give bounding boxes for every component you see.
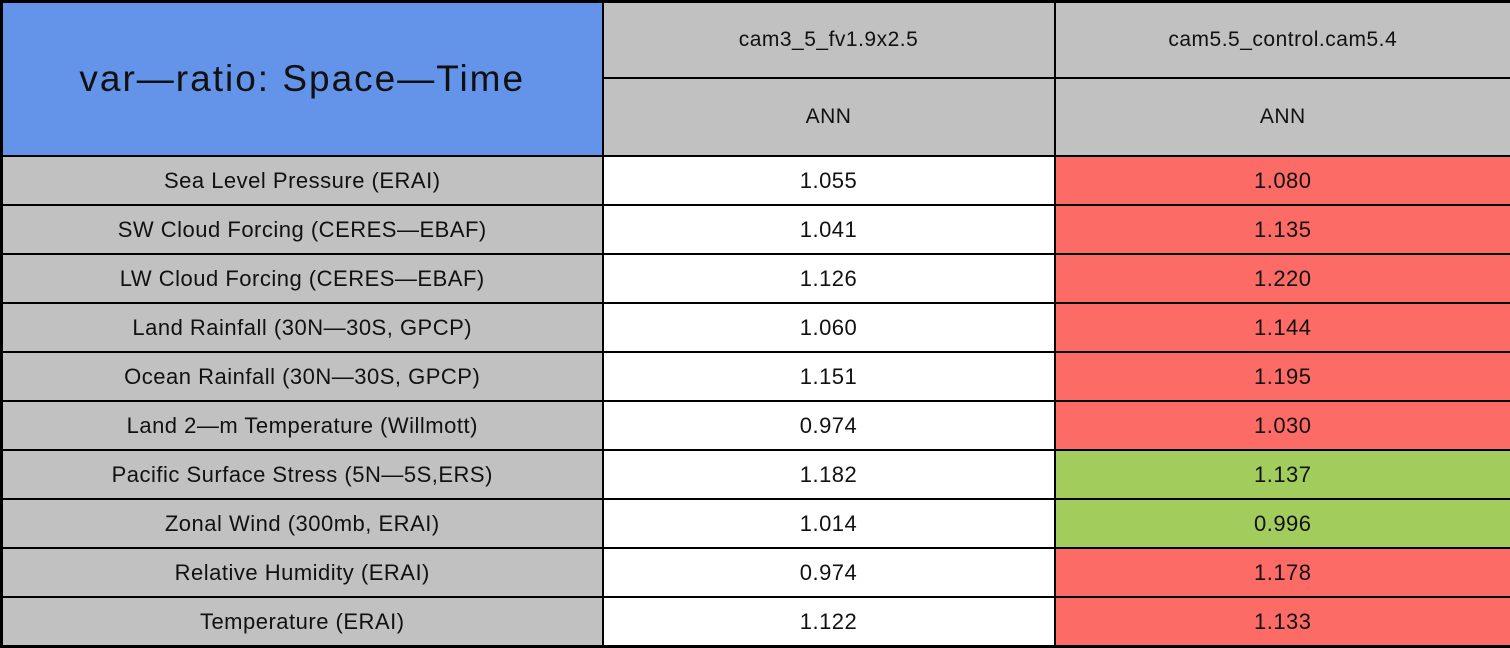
- value-cell: 0.996: [1055, 499, 1510, 548]
- sub-header-season-1: ANN: [603, 78, 1055, 156]
- table-row: SW Cloud Forcing (CERES—EBAF) 1.041 1.13…: [2, 205, 1510, 254]
- value-cell: 1.041: [603, 205, 1055, 254]
- value-cell: 1.122: [603, 597, 1055, 647]
- value-cell: 1.195: [1055, 352, 1510, 401]
- value-cell: 1.137: [1055, 450, 1510, 499]
- row-label: Sea Level Pressure (ERAI): [2, 156, 603, 205]
- row-label: LW Cloud Forcing (CERES—EBAF): [2, 254, 603, 303]
- table-row: Zonal Wind (300mb, ERAI) 1.014 0.996: [2, 499, 1510, 548]
- sub-header-season-2: ANN: [1055, 78, 1510, 156]
- table-body: Sea Level Pressure (ERAI) 1.055 1.080 SW…: [2, 156, 1510, 647]
- table-header: var—ratio: Space—Time cam3_5_fv1.9x2.5 c…: [2, 2, 1510, 157]
- value-cell: 1.055: [603, 156, 1055, 205]
- value-cell: 1.151: [603, 352, 1055, 401]
- value-cell: 1.080: [1055, 156, 1510, 205]
- value-cell: 1.182: [603, 450, 1055, 499]
- value-cell: 1.133: [1055, 597, 1510, 647]
- value-cell: 1.126: [603, 254, 1055, 303]
- row-label: Land Rainfall (30N—30S, GPCP): [2, 303, 603, 352]
- table-row: LW Cloud Forcing (CERES—EBAF) 1.126 1.22…: [2, 254, 1510, 303]
- table-row: Relative Humidity (ERAI) 0.974 1.178: [2, 548, 1510, 597]
- value-cell: 0.974: [603, 401, 1055, 450]
- table-row: Pacific Surface Stress (5N—5S,ERS) 1.182…: [2, 450, 1510, 499]
- row-label: Relative Humidity (ERAI): [2, 548, 603, 597]
- row-label: Ocean Rainfall (30N—30S, GPCP): [2, 352, 603, 401]
- table-row: Ocean Rainfall (30N—30S, GPCP) 1.151 1.1…: [2, 352, 1510, 401]
- value-cell: 1.135: [1055, 205, 1510, 254]
- row-label: Land 2—m Temperature (Willmott): [2, 401, 603, 450]
- value-cell: 1.144: [1055, 303, 1510, 352]
- header-row-models: var—ratio: Space—Time cam3_5_fv1.9x2.5 c…: [2, 2, 1510, 79]
- row-label: Temperature (ERAI): [2, 597, 603, 647]
- value-cell: 1.014: [603, 499, 1055, 548]
- row-label: Zonal Wind (300mb, ERAI): [2, 499, 603, 548]
- table-title: var—ratio: Space—Time: [2, 2, 603, 157]
- table-row: Land Rainfall (30N—30S, GPCP) 1.060 1.14…: [2, 303, 1510, 352]
- value-cell: 0.974: [603, 548, 1055, 597]
- table-row: Temperature (ERAI) 1.122 1.133: [2, 597, 1510, 647]
- value-cell: 1.030: [1055, 401, 1510, 450]
- value-cell: 1.220: [1055, 254, 1510, 303]
- table-row: Sea Level Pressure (ERAI) 1.055 1.080: [2, 156, 1510, 205]
- value-cell: 1.060: [603, 303, 1055, 352]
- column-header-model-2: cam5.5_control.cam5.4: [1055, 2, 1510, 79]
- row-label: SW Cloud Forcing (CERES—EBAF): [2, 205, 603, 254]
- table-row: Land 2—m Temperature (Willmott) 0.974 1.…: [2, 401, 1510, 450]
- value-cell: 1.178: [1055, 548, 1510, 597]
- row-label: Pacific Surface Stress (5N—5S,ERS): [2, 450, 603, 499]
- column-header-model-1: cam3_5_fv1.9x2.5: [603, 2, 1055, 79]
